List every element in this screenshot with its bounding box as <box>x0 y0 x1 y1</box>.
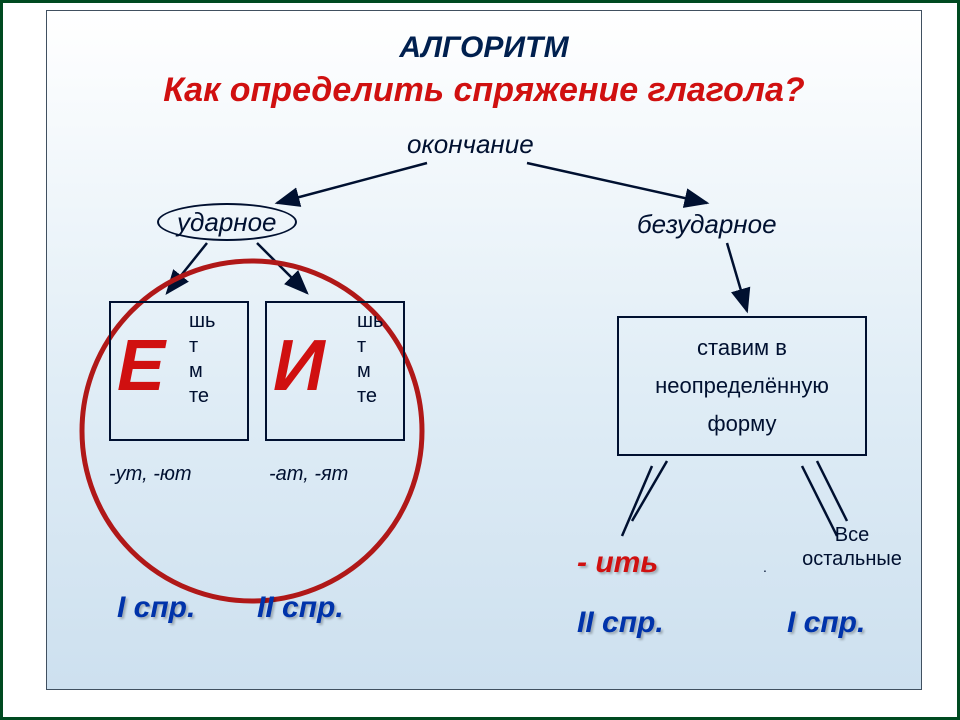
spr-2-right: II спр. <box>577 606 664 640</box>
branch-left-wrap: ударное <box>157 207 297 238</box>
inf-line-2: неопределённую <box>619 368 865 403</box>
spr-1-right: I спр. <box>787 606 865 640</box>
ending-e-4: те <box>189 384 215 409</box>
rest-line-2: остальные <box>787 547 917 571</box>
diagram-panel: АЛГОРИТМ Как определить спряжение глагол… <box>46 10 922 690</box>
spr-1-left: I спр. <box>117 591 195 625</box>
root-label: окончание <box>407 129 534 160</box>
stray-dot: . <box>763 559 767 575</box>
ending-i-1: шь <box>357 309 383 334</box>
bottom-e: -ут, -ют <box>109 463 192 486</box>
endings-e: шь т м те <box>189 309 215 409</box>
branch-right-label: безударное <box>637 209 777 240</box>
ending-e-3: м <box>189 359 215 384</box>
left-box-e: Е шь т м те <box>109 301 249 441</box>
branch-left-label: ударное <box>157 203 297 241</box>
ending-i-3: м <box>357 359 383 384</box>
left-box-i: И шь т м те <box>265 301 405 441</box>
big-letter-i: И <box>273 325 325 407</box>
title-question: Как определить спряжение глагола? <box>47 71 921 110</box>
bottom-i: -ат, -ят <box>269 463 348 486</box>
right-box-infinitive: ставим в неопределённую форму <box>617 316 867 456</box>
endings-i: шь т м те <box>357 309 383 409</box>
ending-e-1: шь <box>189 309 215 334</box>
ending-i-2: т <box>357 334 383 359</box>
inf-line-3: форму <box>619 406 865 441</box>
rest-label: Все остальные <box>787 523 917 571</box>
title-algorithm: АЛГОРИТМ <box>47 31 921 65</box>
rest-line-1: Все <box>787 523 917 547</box>
big-letter-e: Е <box>117 325 165 407</box>
ending-e-2: т <box>189 334 215 359</box>
ending-i-4: те <box>357 384 383 409</box>
ith-label: - ить <box>577 546 658 580</box>
inf-line-1: ставим в <box>619 330 865 365</box>
spr-2-left: II спр. <box>257 591 344 625</box>
